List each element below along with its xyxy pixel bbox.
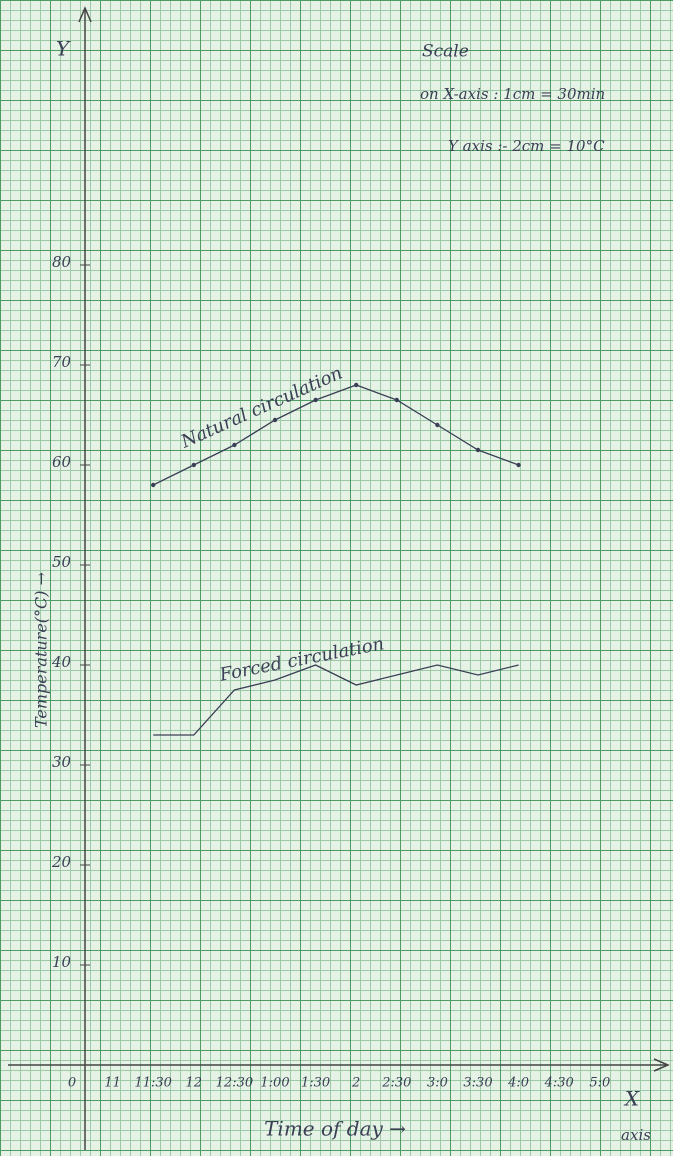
y-tick-label: 30 [52, 753, 72, 771]
y-letter: Y [56, 37, 71, 61]
point [475, 447, 481, 453]
y-tick-label: 80 [52, 253, 72, 271]
scale-x: on X-axis : 1cm = 30min [420, 85, 605, 103]
x-arrow [653, 1058, 670, 1072]
series-line [153, 664, 519, 736]
point [394, 397, 399, 403]
x-tick-label: 11 [104, 1076, 121, 1091]
x-tick-label: 4:0 [507, 1076, 529, 1091]
series-line [152, 384, 519, 486]
y-axis-title: Temperature(°C) → [32, 572, 51, 728]
x-axis-word: axis [621, 1126, 651, 1144]
point [435, 422, 440, 428]
scale-title: Scale [422, 42, 469, 62]
y-tick-label: 10 [52, 953, 72, 971]
y-arrow [78, 6, 92, 23]
point [313, 397, 318, 403]
series-label: Forced circulation [217, 633, 386, 686]
point [516, 462, 521, 468]
point [232, 442, 237, 448]
x-tick-label: 12 [186, 1076, 203, 1091]
series-label: Natural circulation [177, 363, 346, 453]
point [151, 482, 156, 488]
x-tick-label: 4:30 [544, 1076, 574, 1091]
x-tick-label: 1:30 [301, 1076, 330, 1091]
x-tick-label: 3:0 [427, 1076, 448, 1091]
x-letter: X [623, 1087, 640, 1111]
x-tick-label: 1:00 [260, 1076, 289, 1091]
x-tick-label: 2 [351, 1076, 360, 1091]
y-tick-label: 70 [52, 353, 72, 371]
point [354, 382, 359, 388]
scale-y: Y axis :- 2cm = 10°C [448, 137, 605, 155]
y-tick-label: 40 [51, 653, 72, 671]
point [272, 417, 278, 423]
x-tick-label: 5:0 [589, 1076, 610, 1091]
y-tick-label: 60 [52, 453, 72, 471]
point [191, 462, 196, 468]
y-tick-label: 20 [51, 853, 72, 871]
x-tick-label: 2:30 [381, 1076, 411, 1091]
x-tick-label: 11:30 [134, 1076, 171, 1091]
y-tick-label: 50 [52, 553, 72, 571]
x-tick-label: 3:30 [463, 1076, 492, 1091]
x-tick-label: 0 [68, 1076, 76, 1091]
x-tick-label: 12:30 [216, 1076, 253, 1091]
x-axis-title: Time of day → [264, 1117, 406, 1141]
